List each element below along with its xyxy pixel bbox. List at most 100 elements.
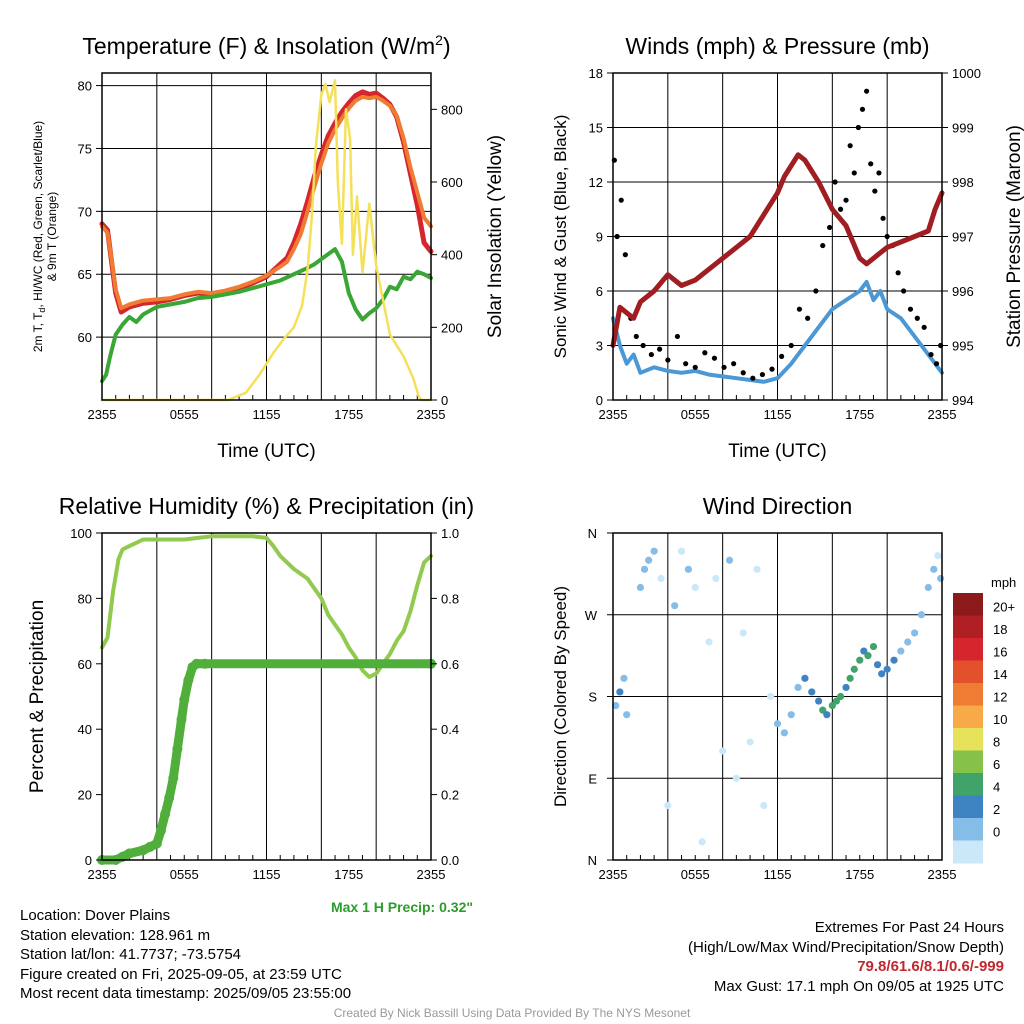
station-location: Location: Dover Plains <box>20 907 171 924</box>
gust-point <box>796 306 803 312</box>
x-tick-label: 0555 <box>170 407 199 422</box>
y-tick-label-left: 20 <box>78 788 92 803</box>
precip-point <box>160 809 171 820</box>
max-gust: Max Gust: 17.1 mph On 09/05 at 1925 UTC <box>713 977 1004 995</box>
y-tick-label-right: 0.8 <box>441 591 459 606</box>
direction-point <box>657 574 665 583</box>
direction-point <box>712 574 720 583</box>
direction-point <box>677 547 686 555</box>
colorbar-box <box>953 638 983 661</box>
colorbar-label: 18 <box>993 622 1007 637</box>
y-tick-label-left: 0 <box>85 853 92 868</box>
y-tick-label-right: 0.2 <box>441 788 459 803</box>
direction-point <box>732 774 740 782</box>
gust-point <box>692 364 698 370</box>
y-tick-label-left: 60 <box>78 657 92 672</box>
gust-point <box>731 361 737 367</box>
y-tick-label-left: 9 <box>596 230 603 245</box>
direction-point <box>684 565 692 573</box>
station-latlon: Station lat/lon: 41.7737; -73.5754 <box>20 946 242 963</box>
direction-point <box>753 565 761 573</box>
x-axis-label: Time (UTC) <box>728 441 827 462</box>
extremes-info: Extremes For Past 24 Hours (High/Low/Max… <box>688 918 1004 996</box>
colorbar-label: 8 <box>993 735 1000 750</box>
colorbar-label: 4 <box>993 780 1000 795</box>
gust-point <box>859 106 866 112</box>
gust-point <box>740 370 746 376</box>
gust-point <box>884 233 890 240</box>
plot-border <box>101 532 432 861</box>
series-line-temp9m <box>100 94 433 311</box>
x-tick-label: 2355 <box>417 407 446 422</box>
precip-point <box>176 714 187 725</box>
colorbar-box <box>953 728 983 751</box>
y-tick-label-right: 1000 <box>952 66 981 81</box>
direction-point <box>691 583 699 592</box>
gust-point <box>864 88 870 94</box>
y-tick-label-right: 997 <box>952 230 974 245</box>
precip-point <box>151 838 162 849</box>
direction-point <box>910 629 919 637</box>
y-tick-label-right: 0 <box>441 393 448 408</box>
y-tick-label-right: 994 <box>952 393 974 408</box>
series-line-solar <box>100 79 433 402</box>
direction-point <box>869 642 878 651</box>
series-line-pressure <box>610 152 945 348</box>
y-tick-label-right: 996 <box>952 284 974 299</box>
y-tick-label-left: 18 <box>589 66 603 81</box>
y-tick-label-right: 0.6 <box>441 657 459 672</box>
precip-point <box>199 658 210 669</box>
direction-point <box>937 574 945 583</box>
gust-point <box>868 161 874 167</box>
y-axis-label-left: Percent & Precipitation <box>27 600 48 793</box>
direction-point <box>808 688 816 696</box>
direction-point <box>917 611 926 619</box>
x-tick-label: 0555 <box>681 867 710 882</box>
y-tick-label-left: N <box>588 853 597 868</box>
y-tick-label-left: 75 <box>78 141 92 156</box>
direction-point <box>801 674 809 682</box>
direction-point <box>671 602 679 610</box>
y-tick-label-left: 3 <box>596 339 603 354</box>
precip-point <box>164 792 175 803</box>
gust-point <box>769 366 775 372</box>
y-tick-label-right: 995 <box>952 339 974 354</box>
y-axis-label-left: Direction (Colored By Speed) <box>551 586 570 807</box>
x-tick-label: 1155 <box>253 867 281 882</box>
colorbar-box <box>953 705 983 729</box>
chart-title: Winds (mph) & Pressure (mb) <box>625 33 929 59</box>
gust-point <box>843 197 849 203</box>
x-tick-label: 1755 <box>845 867 874 882</box>
gust-point <box>640 342 646 349</box>
direction-point <box>934 552 942 560</box>
gust-point <box>759 371 766 378</box>
direction-point <box>767 692 775 701</box>
gust-point <box>837 206 844 212</box>
x-tick-label: 1155 <box>764 407 792 422</box>
gust-point <box>914 315 920 321</box>
y-tick-label-left: 70 <box>78 204 92 219</box>
x-tick-label: 2355 <box>928 867 957 882</box>
gust-point <box>933 361 940 367</box>
y-tick-label-right: 0.0 <box>441 853 459 868</box>
gust-point <box>674 333 681 340</box>
gust-point <box>702 350 708 356</box>
gust-point <box>788 342 794 349</box>
y-tick-label-left: 80 <box>78 591 92 606</box>
gust-point <box>622 252 628 258</box>
y-tick-label-left: N <box>588 526 597 541</box>
gust-point <box>876 170 882 176</box>
direction-point <box>930 565 938 573</box>
figure-created: Figure created on Fri, 2025-09-05, at 23… <box>20 965 342 983</box>
precip-point <box>183 675 194 686</box>
x-tick-label: 1755 <box>845 407 874 422</box>
direction-point <box>773 720 782 728</box>
precip-point <box>124 848 135 859</box>
gust-point <box>895 270 901 276</box>
x-tick-label: 2355 <box>88 867 117 882</box>
colorbar-box <box>953 795 983 819</box>
direction-point <box>640 565 649 573</box>
direction-point <box>725 556 734 564</box>
credit-footer: Created By Nick Bassill Using Data Provi… <box>333 1006 691 1020</box>
